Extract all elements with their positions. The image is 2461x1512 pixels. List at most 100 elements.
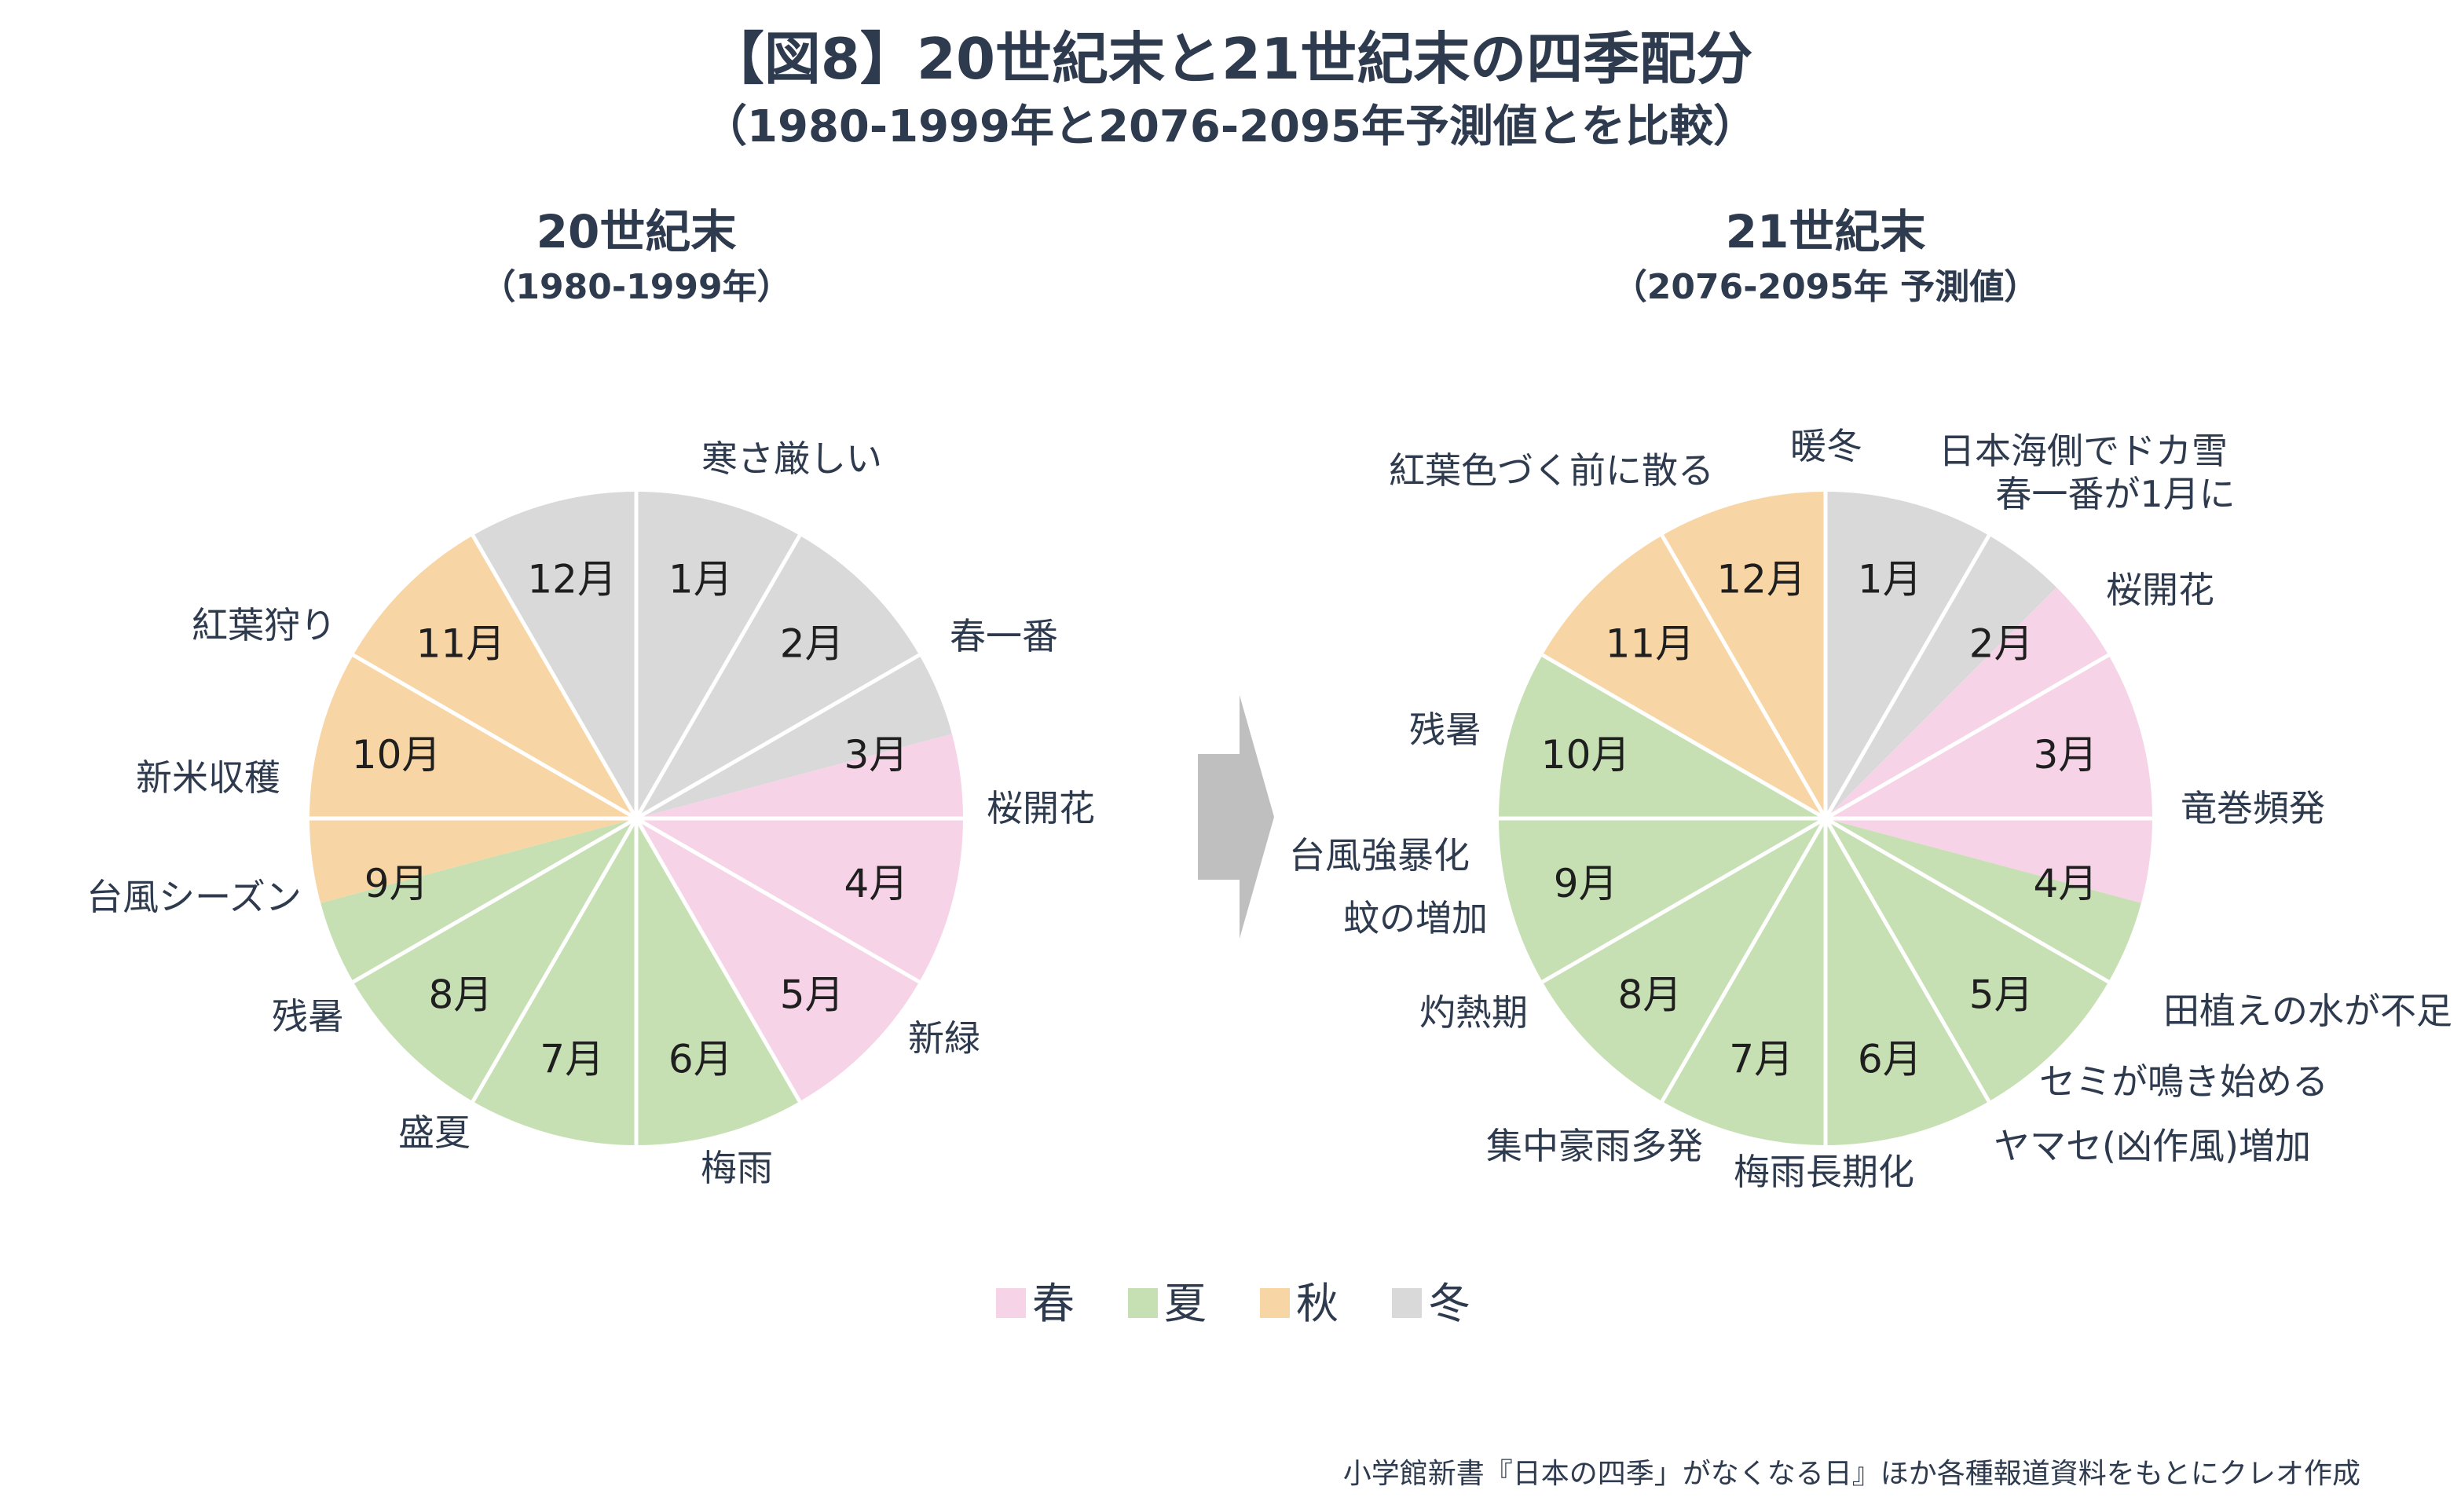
- month-divider: [471, 817, 639, 1103]
- pie-slice-autumn: [353, 535, 636, 818]
- month-label: 10月: [1541, 732, 1631, 778]
- month-divider: [1660, 817, 1828, 1103]
- event-label: 梅雨長期化: [1734, 1151, 1914, 1193]
- event-label: 紅葉色づく前に散る: [1389, 449, 1714, 492]
- event-label: 台風強暴化: [1289, 834, 1470, 877]
- event-label: 桜開花: [987, 787, 1095, 829]
- source-note: 小学館新書『日本の四季」がなくなる日』ほか各種報道資料をもとにクレオ作成: [1343, 1458, 2360, 1490]
- event-label: 紅葉狩り: [192, 604, 336, 646]
- left-chart-title: 20世紀末: [537, 205, 737, 258]
- month-divider: [635, 816, 921, 984]
- pie-chart-21st-century: 1月 2月 3月 4月 5月 6月 7月 8月 9月 10月 11月 12月 暖冬 日本海側でドカ雪春一番…: [1289, 425, 2452, 1193]
- month-divider: [1541, 653, 1827, 821]
- month-label: 7月: [1729, 1036, 1793, 1082]
- pie-slice-spring: [636, 818, 920, 1102]
- legend-swatch-summer: [1128, 1288, 1158, 1318]
- month-divider: [1823, 817, 1991, 1103]
- pie-slice-autumn: [1542, 535, 1826, 818]
- legend-swatch-autumn: [1260, 1288, 1290, 1318]
- month-label: 4月: [2033, 861, 2097, 906]
- pie-slice-summer: [1499, 655, 1826, 818]
- pie-slice-summer: [1826, 818, 2141, 982]
- month-label: 12月: [527, 557, 617, 602]
- month-label: 3月: [844, 732, 908, 778]
- month-label: 6月: [668, 1036, 733, 1082]
- event-label: 蚊の増加: [1343, 897, 1488, 939]
- pie-slice-summer: [353, 818, 636, 1102]
- event-label: 桜開花: [2106, 569, 2214, 611]
- month-divider: [634, 534, 802, 820]
- pie-slice-spring: [1826, 818, 2152, 903]
- pie-slice-spring: [1826, 587, 2109, 818]
- pie-slice-summer: [1826, 818, 2109, 1102]
- event-label: 暖冬: [1790, 425, 1862, 467]
- month-divider: [352, 653, 638, 821]
- event-label: 春一番が1月に: [1995, 473, 2235, 515]
- month-divider: [635, 653, 921, 821]
- pie-slice-autumn: [1662, 492, 1826, 818]
- event-label: 寒さ厳しい: [701, 437, 882, 480]
- pie-slice-summer: [1499, 818, 1826, 982]
- pie-slice-spring: [636, 734, 963, 818]
- month-divider: [634, 817, 802, 1103]
- month-label: 11月: [1606, 621, 1695, 666]
- pie-chart-20th-century: 1月 2月 3月 4月 5月 6月 7月 8月 9月 10月 11月 12月 寒さ厳しい春一番桜開花新緑…: [86, 437, 1095, 1189]
- month-divider: [1823, 534, 1991, 820]
- right-chart-subtitle: （2076-2095年 予測値）: [1613, 267, 2039, 307]
- pie-slice-winter: [636, 535, 920, 818]
- main-title: 【図8】20世紀末と21世紀末の四季配分: [708, 26, 1753, 92]
- legend-label-summer: 夏: [1164, 1279, 1207, 1328]
- pie-slice-spring: [636, 818, 963, 982]
- pie-slice-autumn: [309, 818, 636, 903]
- event-label: 新米収穫: [136, 756, 280, 799]
- event-label: 残暑: [272, 995, 344, 1038]
- month-divider: [1541, 816, 1827, 984]
- month-divider: [352, 816, 638, 984]
- pie-slice-summer: [320, 818, 636, 982]
- arrow-icon: [1198, 695, 1274, 939]
- event-label: セミが鳴き始める: [2039, 1060, 2328, 1103]
- pie-slice-summer: [473, 818, 636, 1145]
- event-label: 梅雨: [701, 1147, 773, 1189]
- month-label: 4月: [844, 861, 908, 906]
- pie-slice-summer: [1826, 818, 1989, 1145]
- month-label: 10月: [352, 732, 441, 778]
- pie-slice-summer: [636, 818, 800, 1145]
- month-label: 8月: [428, 972, 493, 1018]
- legend-label-spring: 春: [1032, 1279, 1075, 1328]
- month-label: 2月: [1969, 621, 2034, 666]
- pie-slice-winter: [636, 492, 800, 818]
- event-label: 台風シーズン: [86, 876, 302, 918]
- event-label: ヤマセ(凶作風)増加: [1994, 1125, 2311, 1167]
- month-label: 8月: [1617, 972, 1682, 1018]
- left-chart-subtitle: （1980-1999年）: [481, 267, 791, 307]
- month-divider: [471, 534, 639, 820]
- pie-slice-spring: [1826, 655, 2152, 818]
- pie-slice-autumn: [309, 655, 636, 818]
- event-label: 残暑: [1409, 708, 1481, 751]
- month-label: 1月: [1858, 557, 1922, 602]
- event-label: 集中豪雨多発: [1486, 1125, 1703, 1167]
- legend-swatch-winter: [1392, 1288, 1422, 1318]
- month-label: 12月: [1716, 557, 1806, 602]
- pie-slice-winter: [1826, 535, 2057, 818]
- month-label: 11月: [416, 621, 506, 666]
- pie-slice-winter: [1826, 492, 1989, 818]
- right-chart-title: 21世紀末: [1726, 205, 1926, 258]
- month-label: 5月: [1969, 972, 2034, 1018]
- legend: 春夏秋冬: [996, 1279, 1470, 1328]
- event-label: 盛夏: [398, 1111, 471, 1154]
- pie-slice-summer: [1542, 818, 1826, 1102]
- legend-label-winter: 冬: [1428, 1279, 1470, 1328]
- month-divider: [1660, 534, 1828, 820]
- month-divider: [1824, 653, 2110, 821]
- event-label: 竜巻頻発: [2181, 787, 2325, 829]
- month-label: 6月: [1858, 1036, 1922, 1082]
- main-subtitle: （1980-1999年と2076-2095年予測値とを比較）: [703, 101, 1757, 152]
- month-label: 9月: [1554, 861, 1618, 906]
- month-label: 3月: [2033, 732, 2097, 778]
- month-label: 7月: [540, 1036, 604, 1082]
- event-label: 田植えの水が不足: [2163, 990, 2452, 1032]
- event-label: 新緑: [908, 1017, 980, 1060]
